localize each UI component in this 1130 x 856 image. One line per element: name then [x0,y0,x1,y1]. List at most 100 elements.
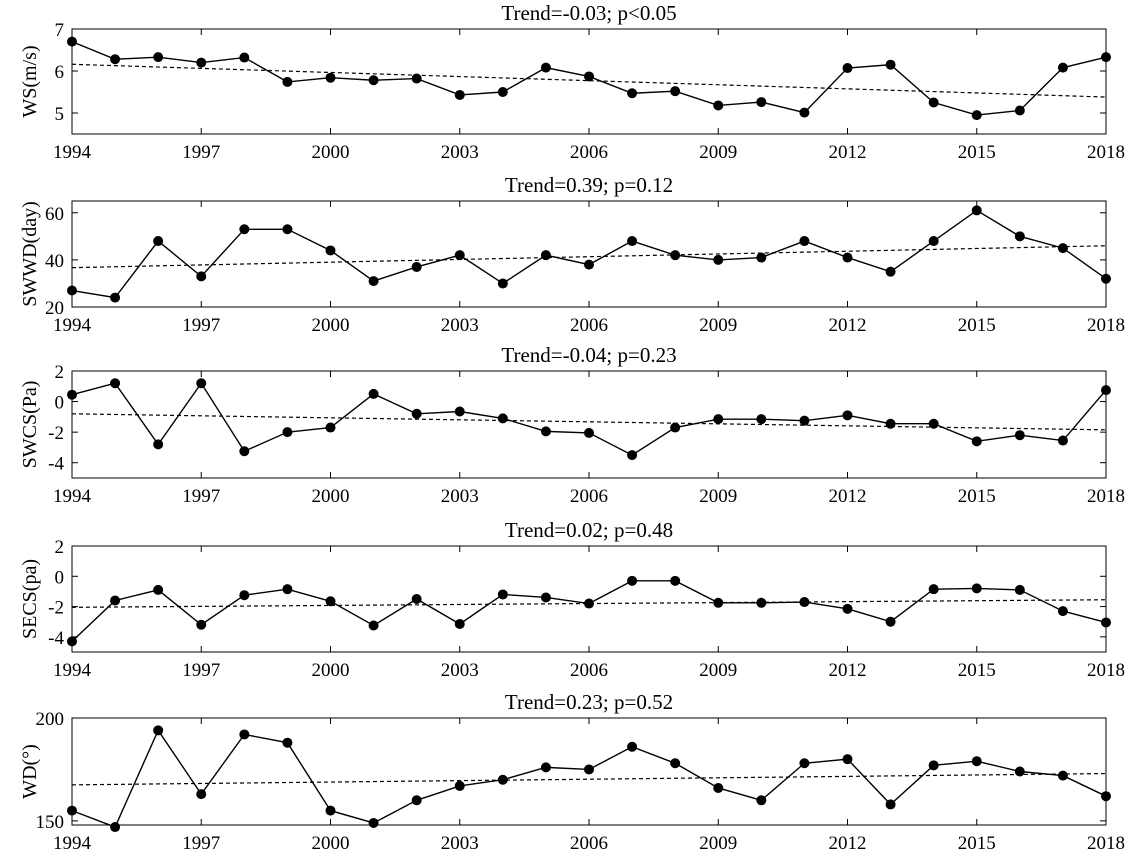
data-point [196,378,207,389]
x-tick-label: 2018 [1087,315,1125,336]
data-point [497,774,508,785]
data-point [799,236,810,247]
x-tick-label: 2018 [1087,142,1125,163]
y-tick-label: 6 [55,62,65,83]
data-point [110,292,121,303]
x-tick-label: 2018 [1087,660,1125,681]
data-point [885,266,896,277]
data-point [799,107,810,118]
x-tick-label: 2012 [829,142,867,163]
data-point [368,276,379,287]
data-point [1057,606,1068,617]
data-point [196,271,207,282]
data-point [282,224,293,235]
data-point [627,236,638,247]
data-point [196,57,207,68]
x-tick-label: 1997 [182,486,220,507]
data-point [411,408,422,419]
x-tick-label: 2009 [699,142,737,163]
data-point [153,236,164,247]
data-point [454,406,465,417]
x-tick-label: 2000 [312,833,350,854]
y-tick-label: 0 [55,393,65,414]
data-point [799,758,810,769]
data-point [1057,770,1068,781]
x-tick-label: 2015 [958,486,996,507]
data-point [928,236,939,247]
data-point [454,618,465,629]
data-point [670,250,681,261]
data-point [454,250,465,261]
data-point [282,76,293,87]
data-point [713,414,724,425]
data-point [842,603,853,614]
y-axis-label: SWCS(Pa) [19,381,41,469]
y-tick-label: 7 [55,20,65,41]
data-point [713,100,724,111]
x-tick-label: 2000 [312,486,350,507]
data-point [368,75,379,86]
trend-line [71,772,1107,786]
x-tick-label: 2018 [1087,486,1125,507]
data-point [239,52,250,63]
data-point [885,59,896,70]
data-point [1057,62,1068,73]
data-point [1014,584,1025,595]
y-tick-label: -4 [48,628,64,649]
x-tick-label: 2006 [570,315,608,336]
data-point [971,583,982,594]
x-tick-label: 1994 [53,142,92,163]
data-point [756,795,767,806]
data-point [971,756,982,767]
data-point [842,410,853,421]
data-point [928,418,939,429]
data-point [842,252,853,263]
series-line [71,728,1107,828]
data-point [799,597,810,608]
data-point [497,413,508,424]
data-point [1014,766,1025,777]
data-point [239,446,250,457]
data-point [110,54,121,65]
data-point [282,584,293,595]
data-point [627,575,638,586]
data-point [454,780,465,791]
data-point [110,822,121,833]
data-point [756,252,767,263]
y-tick-label: 2 [55,537,65,558]
y-tick-label: 60 [45,204,64,225]
x-tick-label: 1997 [182,660,220,681]
data-point [110,595,121,606]
data-point [239,729,250,740]
data-point [971,436,982,447]
data-point [584,259,594,270]
data-point [670,758,681,769]
x-tick-label: 1994 [53,486,92,507]
plot-frame [71,717,1107,826]
x-tick-label: 2018 [1087,833,1125,854]
data-point [584,598,594,609]
plot-frame [71,28,1107,135]
data-point [282,737,293,748]
x-tick-label: 2003 [441,660,479,681]
chart-panel-3: Trend=-0.04; p=0.23 SWCS(Pa) 1994 1997 2000 2… [19,343,1125,507]
data-point [971,110,982,121]
x-tick-label: 2003 [441,315,479,336]
data-point [368,388,379,399]
data-point [497,278,508,289]
data-point [713,597,724,608]
y-axis-label: SECS(pa) [19,559,41,639]
data-point [497,87,508,97]
data-point [411,795,422,806]
data-point [540,426,551,437]
data-point [584,427,594,438]
data-point [928,584,939,595]
data-point [885,799,896,810]
y-tick-label: 200 [36,709,65,730]
y-tick-label: -2 [48,598,64,619]
plot-frame [71,370,1107,479]
data-point [627,450,638,461]
y-tick-label: 20 [45,298,64,319]
data-point [540,762,551,773]
y-axis-label: WD(°) [19,744,41,799]
